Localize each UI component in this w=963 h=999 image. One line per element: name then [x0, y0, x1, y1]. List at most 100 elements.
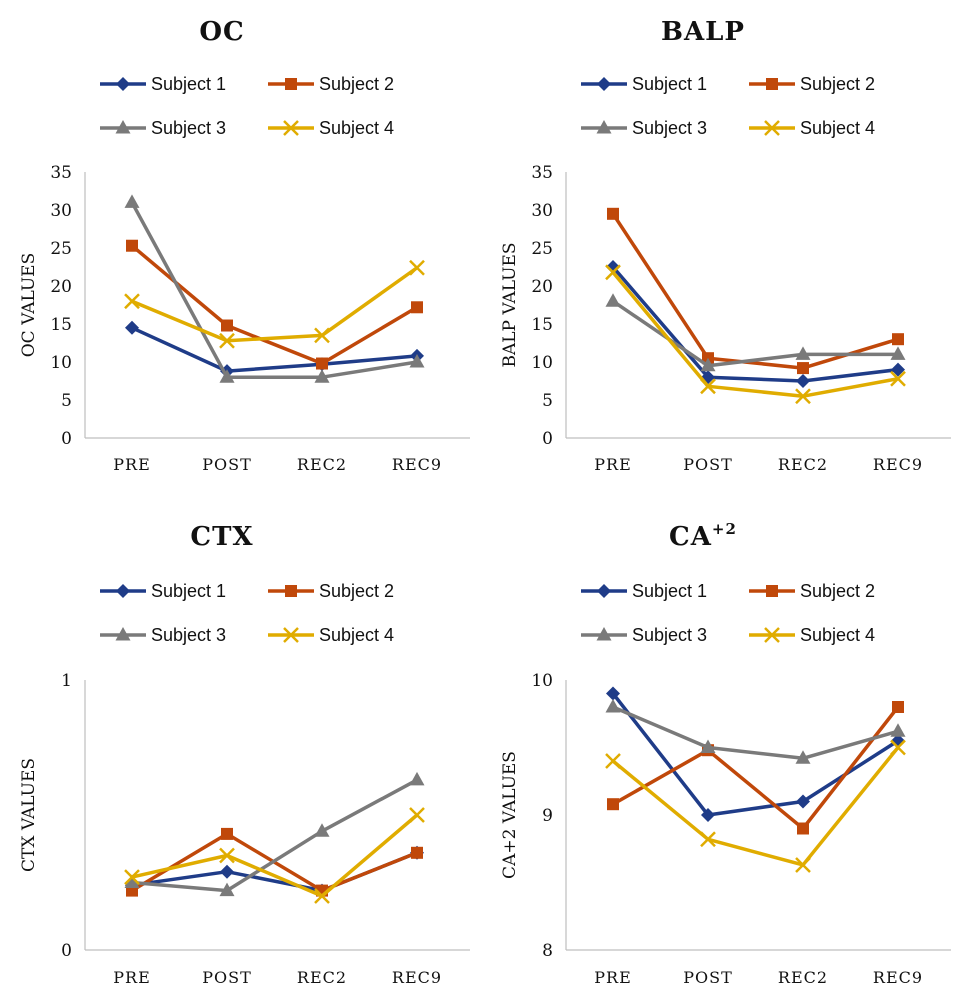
- x-tick-label: POST: [683, 968, 733, 987]
- x-tick-label: REC9: [873, 455, 923, 474]
- legend-marker: [115, 120, 131, 134]
- chart-svg: BALP Subject 1 Subject 2 Subject 3 Subject 4…: [500, 17, 951, 474]
- legend-marker: [597, 584, 611, 598]
- series-line: [612, 299, 898, 368]
- y-tick-label: 10: [531, 353, 553, 373]
- data-point: [891, 362, 905, 377]
- legend-label: Subject 4: [800, 625, 875, 645]
- data-point: [890, 346, 906, 360]
- series-line: [612, 705, 899, 761]
- legend-item-2: Subject 2: [268, 581, 394, 601]
- series-3: [124, 194, 425, 383]
- legend-label: Subject 1: [632, 74, 707, 94]
- chart-panel-2: BALP Subject 1 Subject 2 Subject 3 Subject 4…: [481, 0, 962, 497]
- legend-label: Subject 1: [151, 74, 226, 94]
- legend-label: Subject 3: [632, 118, 707, 138]
- legend-marker: [283, 120, 299, 136]
- legend-item-2: Subject 2: [749, 581, 875, 601]
- legend-item-3: Subject 3: [581, 118, 707, 138]
- chart-title: CTX: [190, 522, 253, 552]
- x-tick-label: REC2: [778, 968, 828, 987]
- legend-item-1: Subject 1: [581, 74, 707, 94]
- data-point: [797, 822, 809, 835]
- y-tick-label: 5: [542, 391, 553, 411]
- legend-label: Subject 1: [151, 581, 226, 601]
- chart-svg: OC Subject 1 Subject 2 Subject 3 Subject 4 0 5…: [19, 17, 470, 474]
- data-point: [795, 388, 811, 405]
- x-tick-label: PRE: [113, 968, 151, 987]
- series-3: [605, 699, 906, 764]
- data-point: [221, 319, 233, 332]
- legend-marker: [596, 120, 612, 134]
- data-point: [411, 846, 423, 859]
- legend-item-1: Subject 1: [100, 74, 226, 94]
- y-tick-label: 8: [542, 941, 553, 961]
- data-point: [124, 874, 140, 888]
- y-tick-label: 0: [61, 941, 72, 961]
- series-3: [605, 293, 906, 372]
- data-point: [605, 699, 621, 713]
- series-line: [612, 705, 900, 831]
- x-tick-label: PRE: [113, 455, 151, 474]
- legend-label: Subject 4: [319, 625, 394, 645]
- x-tick-label: REC9: [873, 968, 923, 987]
- legend-item-2: Subject 2: [749, 74, 875, 94]
- series-line: [611, 692, 899, 817]
- legend-marker: [766, 585, 778, 597]
- data-point: [219, 332, 235, 349]
- data-point: [409, 259, 425, 276]
- data-point: [607, 798, 619, 811]
- legend-marker: [764, 627, 780, 643]
- series-3: [124, 771, 425, 897]
- data-point: [409, 807, 425, 823]
- series-4: [124, 259, 425, 349]
- data-point: [795, 346, 811, 360]
- data-point: [314, 327, 330, 344]
- legend-item-2: Subject 2: [268, 74, 394, 94]
- legend-marker: [116, 77, 130, 91]
- data-point: [700, 739, 716, 753]
- data-point: [796, 374, 810, 388]
- legend-item-4: Subject 4: [268, 118, 394, 138]
- y-axis-label: CA+2 VALUES: [500, 751, 520, 879]
- series-line: [611, 212, 899, 370]
- legend-label: Subject 2: [800, 74, 875, 94]
- y-axis-label: CTX VALUES: [19, 758, 39, 872]
- legend-marker: [764, 120, 780, 136]
- chart-title: CA+2: [669, 520, 737, 552]
- y-tick-label: 20: [531, 277, 553, 297]
- data-point: [797, 362, 809, 375]
- legend-marker: [116, 584, 130, 598]
- chart-title: BALP: [661, 17, 745, 47]
- data-point: [409, 354, 425, 368]
- data-point: [314, 888, 330, 904]
- data-point: [606, 686, 620, 701]
- data-point: [892, 333, 904, 346]
- y-tick-label: 35: [50, 163, 72, 183]
- legend-item-4: Subject 4: [749, 625, 875, 645]
- legend-marker: [766, 78, 778, 90]
- data-point: [795, 857, 811, 873]
- data-point: [892, 701, 904, 713]
- data-point: [219, 847, 235, 864]
- legend-item-4: Subject 4: [749, 118, 875, 138]
- x-tick-label: POST: [202, 455, 252, 474]
- x-tick-label: REC2: [297, 455, 347, 474]
- data-point: [605, 264, 621, 281]
- y-tick-label: 10: [531, 671, 553, 691]
- y-tick-label: 15: [50, 315, 72, 335]
- legend-item-4: Subject 4: [268, 625, 394, 645]
- y-tick-label: 0: [542, 429, 553, 449]
- series-line: [131, 266, 419, 343]
- series-line: [130, 244, 418, 366]
- series-4: [605, 739, 906, 873]
- y-tick-label: 9: [542, 806, 553, 826]
- legend-item-1: Subject 1: [581, 581, 707, 601]
- data-point: [701, 808, 715, 822]
- series-1: [125, 845, 424, 898]
- chart-title-superscript: +2: [712, 520, 737, 538]
- data-point: [605, 293, 621, 307]
- series-2: [607, 207, 904, 375]
- x-tick-label: PRE: [594, 455, 632, 474]
